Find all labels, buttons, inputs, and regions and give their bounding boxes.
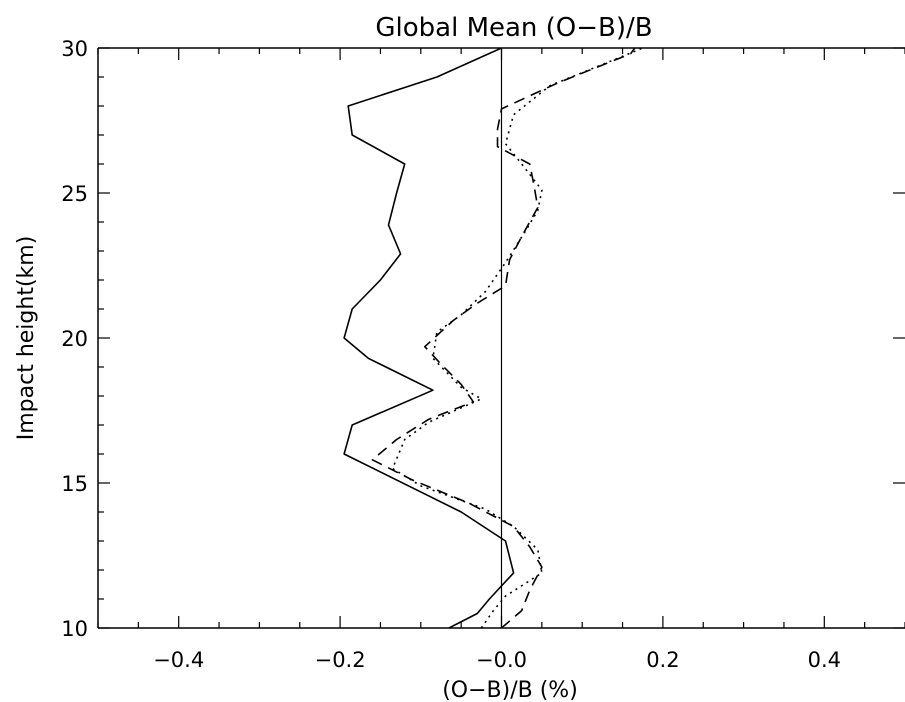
series-line-solid	[343, 48, 515, 628]
y-tick-label: 20	[61, 327, 88, 351]
chart-title: Global Mean (O−B)/B	[375, 13, 652, 43]
y-tick-label: 30	[61, 37, 88, 61]
y-axis-label: Impact height(km)	[14, 236, 39, 441]
x-tick-label: −0.2	[315, 648, 366, 672]
x-tick-label: 0.4	[808, 648, 841, 672]
y-tick-label: 25	[61, 182, 88, 206]
y-tick-label: 15	[61, 472, 88, 496]
x-tick-label: −0.0	[476, 648, 527, 672]
y-tick-label: 10	[61, 617, 88, 641]
series-line-dotted	[391, 48, 644, 628]
series-layer	[343, 48, 644, 628]
series-line-dashed	[371, 48, 636, 628]
ticks-layer: −0.4 −0.2 −0.0 0.2 0.4 10 15 20 25 30	[61, 37, 905, 672]
x-axis-label: (O−B)/B (%)	[442, 678, 578, 702]
x-tick-label: 0.2	[646, 648, 679, 672]
x-tick-label: −0.4	[153, 648, 204, 672]
